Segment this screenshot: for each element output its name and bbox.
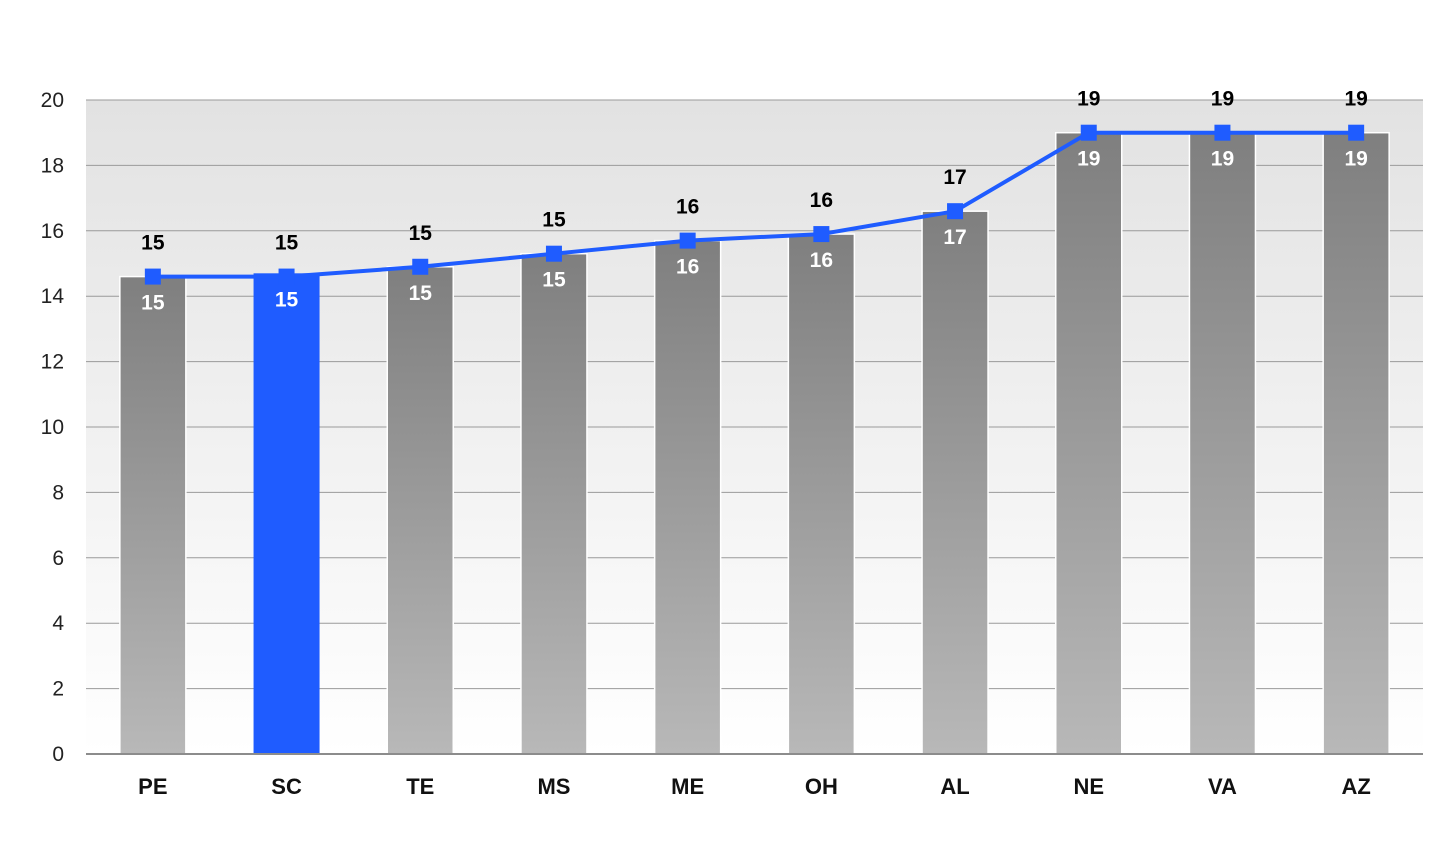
bar: [653, 239, 722, 755]
bar: [1188, 131, 1257, 755]
y-tick-label: 12: [41, 351, 64, 374]
y-axis-tick-labels: 0 2 4 6 8 10 12 14 16 18 20: [41, 89, 65, 766]
y-tick-label: 16: [41, 220, 64, 243]
line-point: [813, 226, 830, 243]
line-series: 15 15 15 15 16 16 17 19 19 19: [141, 88, 1368, 285]
y-tick-label: 0: [52, 743, 64, 766]
y-tick-label: 10: [41, 416, 64, 439]
x-tick-label: SC: [271, 774, 302, 799]
bar-value-label: 15: [141, 292, 165, 315]
line-value-label: 15: [542, 209, 566, 232]
series-line: [152, 130, 1357, 279]
y-tick-label: 6: [52, 547, 64, 570]
y-tick-label: 2: [52, 678, 64, 701]
x-tick-label: AZ: [1341, 774, 1370, 799]
x-tick-label: PE: [138, 774, 167, 799]
x-tick-label: MS: [537, 774, 570, 799]
line-value-label: 17: [943, 166, 966, 189]
bar-value-label: 19: [1344, 148, 1367, 171]
x-tick-label: TE: [406, 774, 434, 799]
x-tick-label: OH: [805, 774, 838, 799]
x-tick-label: AL: [940, 774, 969, 799]
x-tick-label: ME: [671, 774, 704, 799]
line-point: [412, 258, 429, 275]
bar-value-label: 15: [542, 269, 566, 292]
y-tick-label: 18: [41, 154, 64, 177]
bars: 15 15 15 15 16 16 17 19 19 19: [119, 131, 1390, 755]
bar-value-label: 19: [1077, 148, 1100, 171]
y-tick-label: 8: [52, 481, 64, 504]
line-point: [278, 268, 295, 285]
line-point: [144, 268, 161, 285]
line-value-label: 16: [676, 196, 699, 219]
line-value-label: 15: [275, 232, 299, 255]
bar: [1322, 131, 1390, 755]
bar: [921, 210, 989, 755]
bar: [1055, 131, 1123, 755]
line-point: [947, 203, 964, 220]
x-tick-label: VA: [1208, 774, 1237, 799]
line-point: [1214, 124, 1231, 141]
line-point: [1080, 124, 1097, 141]
bar: [386, 266, 454, 755]
line-point: [545, 245, 562, 262]
line-value-label: 19: [1077, 88, 1100, 111]
bar: [119, 275, 187, 755]
line-value-label: 15: [409, 222, 433, 245]
bar-value-label: 17: [943, 226, 966, 249]
line-point: [679, 232, 696, 249]
bar-value-label: 19: [1211, 148, 1234, 171]
bar-value-label: 15: [409, 282, 433, 305]
x-tick-label: NE: [1073, 774, 1104, 799]
bar-value-label: 15: [275, 288, 299, 311]
x-axis-tick-labels: PE SC TE MS ME OH AL NE VA AZ: [138, 774, 1371, 799]
bar-value-label: 16: [810, 249, 833, 272]
y-tick-label: 4: [52, 612, 64, 635]
y-tick-label: 14: [41, 285, 65, 308]
line-value-label: 19: [1211, 88, 1234, 111]
bar: [787, 233, 856, 755]
line-value-label: 15: [141, 232, 165, 255]
line-value-label: 16: [810, 189, 833, 212]
line-value-label: 19: [1344, 88, 1367, 111]
bar: [520, 252, 588, 755]
bar: [253, 273, 320, 754]
line-point: [1348, 124, 1365, 141]
y-tick-label: 20: [41, 89, 64, 112]
bar-value-label: 16: [676, 256, 699, 279]
